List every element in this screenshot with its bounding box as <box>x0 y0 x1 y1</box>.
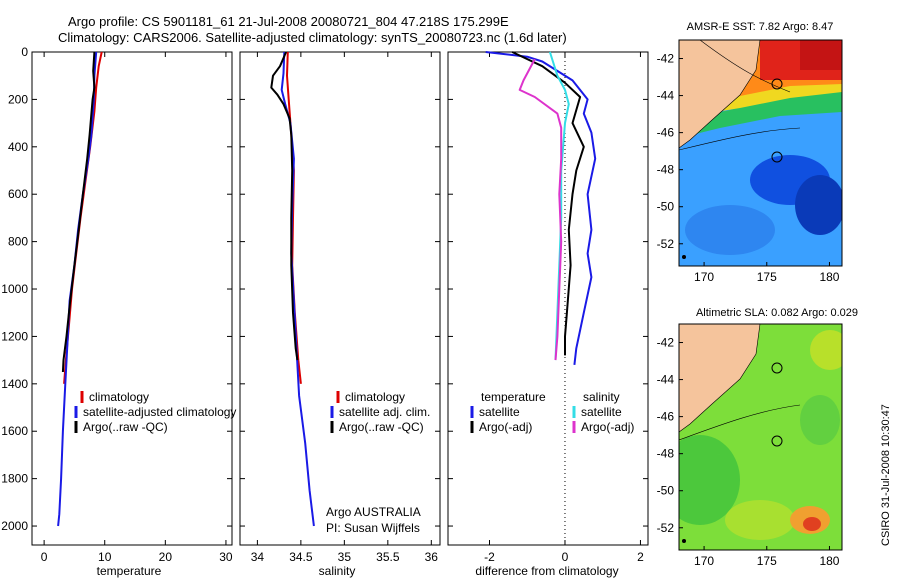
temperature-xlabel: temperature <box>97 564 162 578</box>
argo-position-marker <box>771 151 783 163</box>
series-line-temperature-argo-adj- <box>511 51 585 356</box>
x-tick-label: 30 <box>219 550 233 564</box>
difference-xlabel: difference from climatology <box>475 564 618 578</box>
x-tick-label: -2 <box>484 550 495 564</box>
legend-satellite-adjusted: satellite-adjusted climatology <box>83 405 236 419</box>
profile-title: Argo profile: CS 5901181_61 21-Jul-2008 … <box>68 14 509 29</box>
lon-tick-label: 175 <box>757 270 777 284</box>
legend-argo: Argo(..raw -QC) <box>339 420 424 434</box>
argo-marker <box>771 362 783 374</box>
legend-sal-satellite: satellite <box>581 405 622 419</box>
salinity-xlabel: salinity <box>319 564 356 578</box>
x-tick-label: 0 <box>562 550 569 564</box>
argo-position-marker <box>771 435 783 447</box>
lat-tick-label: -42 <box>657 52 675 66</box>
lat-tick-label: -50 <box>657 200 675 214</box>
depth-tick-label: 1000 <box>1 282 28 296</box>
legend-sal-argo: Argo(-adj) <box>581 420 634 434</box>
legend-temp-satellite: satellite <box>479 405 520 419</box>
climatology-subtitle: Climatology: CARS2006. Satellite-adjuste… <box>58 30 567 45</box>
lon-tick-label: 170 <box>694 270 714 284</box>
sst-map-title: AMSR-E SST: 7.82 Argo: 8.47 <box>687 21 834 33</box>
legend-satellite-adj: satellite adj. clim. <box>339 405 430 419</box>
series-line-argo-raw-qc- <box>270 51 299 361</box>
depth-tick-label: 1200 <box>1 329 28 343</box>
legend-header-temperature: temperature <box>481 390 546 404</box>
x-tick-label: 35.5 <box>376 550 400 564</box>
x-tick-label: 36 <box>425 550 439 564</box>
lat-tick-label: -42 <box>657 336 675 350</box>
coastline-landmass <box>679 324 761 433</box>
coastline-landmass <box>679 40 761 149</box>
sla-map-title: Altimetric SLA: 0.082 Argo: 0.029 <box>696 307 858 319</box>
lat-tick-label: -50 <box>657 484 675 498</box>
sla-field <box>679 324 842 550</box>
lon-tick-label: 170 <box>694 554 714 568</box>
salinity-panel: 34 34.5 35 35.5 36 salinity climatology sate… <box>239 51 441 578</box>
lat-tick-label: -44 <box>657 373 675 387</box>
legend-temp-argo: Argo(-adj) <box>479 420 532 434</box>
legend-argo: Argo(..raw -QC) <box>83 420 168 434</box>
series-line-salinity-argo-adj- <box>518 58 563 361</box>
salinity-legend: climatology satellite adj. clim. Argo(..… <box>330 390 430 434</box>
x-tick-label: 35 <box>338 550 352 564</box>
x-tick-label: 0 <box>41 550 48 564</box>
lat-tick-label: -52 <box>657 521 675 535</box>
legend-header-salinity: salinity <box>583 390 620 404</box>
pi-label: PI: Susan Wijffels <box>326 521 420 535</box>
sla-map-frame <box>678 323 843 551</box>
sst-field <box>679 40 842 266</box>
depth-tick-label: 600 <box>8 187 28 201</box>
x-tick-label: 10 <box>98 550 112 564</box>
lon-tick-label: 180 <box>819 270 839 284</box>
temperature-legend: climatology satellite-adjusted climatolo… <box>74 390 236 434</box>
temperature-panel: 0 200 400 600 800 1000 1200 1400 1600 1800 2000 0 1… <box>1 45 236 578</box>
depth-tick-label: 800 <box>8 235 28 249</box>
depth-tick-label: 0 <box>21 45 28 59</box>
lat-tick-label: -44 <box>657 89 675 103</box>
legend-climatology: climatology <box>89 390 149 404</box>
lat-tick-label: -48 <box>657 447 675 461</box>
depth-tick-label: 200 <box>8 92 28 106</box>
depth-axis-ticks: 0 200 400 600 800 1000 1200 1400 1600 1800 2000 <box>1 45 28 533</box>
x-tick-label: 20 <box>159 550 173 564</box>
lon-tick-label: 180 <box>819 554 839 568</box>
argo-marker <box>771 78 783 90</box>
argo-australia-label: Argo AUSTRALIA <box>326 505 421 519</box>
sla-map-panel: Altimetric SLA: 0.082 Argo: 0.029 170 175… <box>657 307 858 568</box>
legend-climatology: climatology <box>345 390 405 404</box>
x-tick-label: 34.5 <box>289 550 313 564</box>
salinity-axes-frame <box>239 51 441 546</box>
depth-tick-label: 2000 <box>1 519 28 533</box>
x-tick-label: 34 <box>251 550 265 564</box>
x-tick-label: 2 <box>637 550 644 564</box>
difference-axes-frame <box>447 51 649 546</box>
difference-legend: temperature salinity satellite Argo(-adj… <box>470 390 634 434</box>
sst-map-frame <box>678 39 843 267</box>
lat-tick-label: -46 <box>657 410 675 424</box>
csiro-credit: CSIRO 31-Jul-2008 10:30:47 <box>880 404 892 546</box>
sst-map-panel: AMSR-E SST: 7.82 Argo: 8.47 170 175 180 -42… <box>657 21 843 284</box>
series-line-temperature-satellite <box>485 51 597 366</box>
depth-tick-label: 1400 <box>1 377 28 391</box>
depth-tick-label: 400 <box>8 140 28 154</box>
lat-tick-label: -52 <box>657 237 675 251</box>
depth-tick-label: 1600 <box>1 424 28 438</box>
lat-tick-label: -46 <box>657 126 675 140</box>
temperature-axes-frame <box>31 51 233 546</box>
series-line-argo-raw-qc- <box>61 51 96 373</box>
difference-panel: -2 0 2 difference from climatology tempera… <box>447 51 649 578</box>
lat-tick-label: -48 <box>657 163 675 177</box>
lon-tick-label: 175 <box>757 554 777 568</box>
depth-tick-label: 1800 <box>1 472 28 486</box>
